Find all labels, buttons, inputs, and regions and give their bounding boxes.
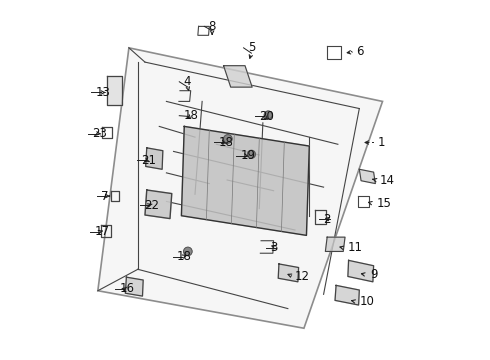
Polygon shape: [181, 126, 309, 235]
Text: 9: 9: [370, 268, 377, 281]
Text: 16: 16: [119, 283, 134, 296]
Text: 21: 21: [142, 154, 156, 167]
Circle shape: [184, 247, 192, 256]
Text: 12: 12: [295, 270, 310, 283]
Text: 23: 23: [92, 127, 107, 140]
Text: 11: 11: [348, 241, 363, 255]
Text: 6: 6: [356, 45, 363, 58]
Polygon shape: [348, 260, 373, 282]
Polygon shape: [325, 237, 345, 251]
Text: 7: 7: [101, 190, 109, 203]
Polygon shape: [98, 48, 383, 328]
Polygon shape: [223, 66, 252, 87]
Circle shape: [264, 111, 272, 119]
Circle shape: [247, 150, 255, 158]
Text: 18: 18: [177, 250, 192, 263]
Text: 18: 18: [219, 136, 233, 149]
Text: 22: 22: [144, 198, 159, 212]
Text: 13: 13: [96, 86, 111, 99]
Polygon shape: [278, 264, 298, 282]
Text: 14: 14: [380, 174, 395, 186]
Text: 18: 18: [184, 109, 198, 122]
Polygon shape: [359, 169, 375, 184]
Polygon shape: [146, 148, 163, 169]
Text: 10: 10: [359, 295, 374, 308]
Text: 17: 17: [94, 225, 109, 238]
Polygon shape: [145, 190, 172, 219]
Text: 15: 15: [376, 197, 392, 210]
Polygon shape: [107, 76, 122, 105]
Text: 1: 1: [377, 136, 385, 149]
Text: 3: 3: [270, 241, 277, 255]
Polygon shape: [125, 277, 143, 296]
Text: 8: 8: [209, 20, 216, 33]
Text: 19: 19: [241, 149, 256, 162]
Circle shape: [223, 135, 232, 143]
Text: 4: 4: [184, 75, 191, 88]
Text: 5: 5: [248, 41, 255, 54]
Polygon shape: [335, 285, 359, 305]
Text: 2: 2: [323, 213, 330, 226]
Text: 20: 20: [259, 110, 274, 123]
